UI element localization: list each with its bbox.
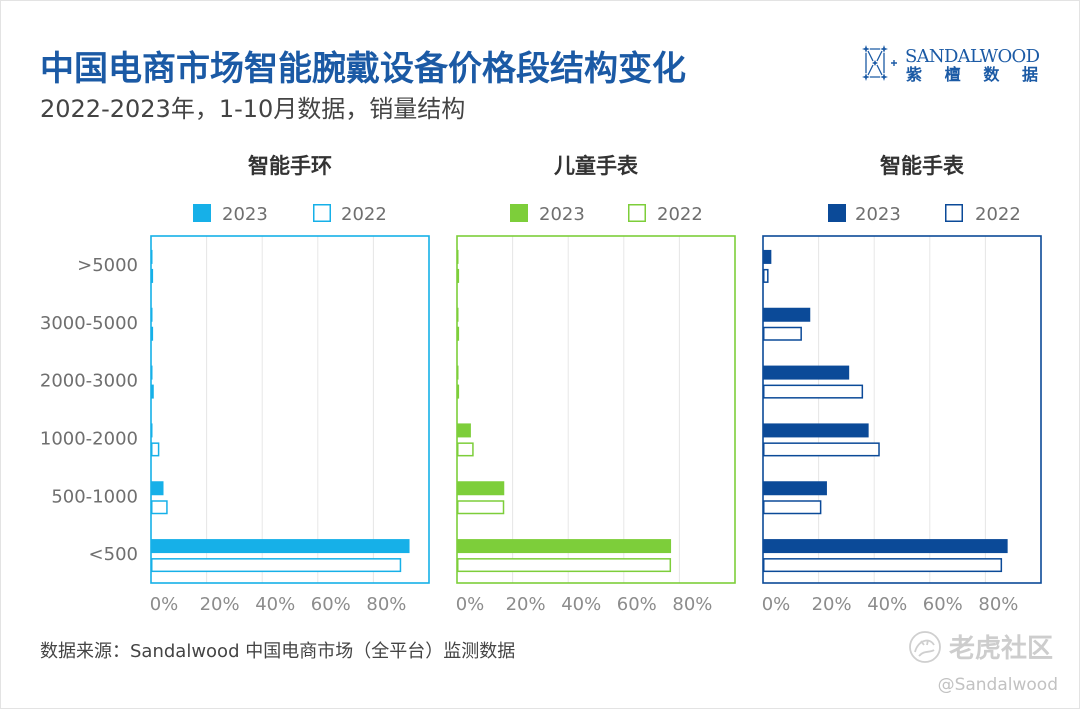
legend-swatch-2023 [510, 204, 528, 222]
bar-2022 [763, 500, 822, 515]
watermark-name: 老虎社区 [949, 633, 1053, 664]
bar-2023 [151, 539, 410, 554]
legend-label-2022: 2022 [341, 204, 387, 225]
bar-2023 [457, 423, 471, 438]
legend-label-2023: 2023 [855, 204, 901, 225]
x-tick-label: 20% [812, 594, 852, 615]
watermark-handle: @Sandalwood [938, 675, 1058, 695]
chart-panels: 智能手环 2023 2022 0% 20% 40% 60% 80% >5000 3000-5000… [40, 154, 1042, 615]
bar-2022 [763, 442, 880, 457]
bar-2022 [151, 326, 154, 341]
bar-2023 [151, 249, 153, 264]
x-tick-label: 60% [923, 594, 963, 615]
category-label: >5000 [77, 255, 138, 276]
category-label: 1000-2000 [40, 428, 138, 449]
legend-label-2023: 2023 [539, 204, 585, 225]
page-title: 中国电商市场智能腕戴设备价格段结构变化 [40, 49, 686, 89]
legend-label-2022: 2022 [657, 204, 703, 225]
x-tick-label: 60% [311, 594, 351, 615]
x-tick-label: 0% [762, 594, 791, 615]
x-tick-label: 80% [366, 594, 406, 615]
bar-2023 [151, 307, 153, 322]
bar-2022 [457, 442, 474, 457]
bar-2022 [457, 326, 460, 341]
x-tick-label: 20% [200, 594, 240, 615]
bar-2022 [763, 268, 769, 283]
chart-panel-1: 智能手环 2023 2022 0% 20% 40% 60% 80% >5000 3000-5000… [40, 154, 430, 615]
bar-2023 [457, 481, 505, 496]
bar-2023 [763, 365, 850, 380]
category-label: 2000-3000 [40, 371, 138, 392]
bar-2023 [457, 307, 459, 322]
panel-title: 智能手环 [248, 154, 332, 178]
brand-name-en: SANDALWOOD [905, 46, 1040, 67]
bar-2022 [457, 268, 460, 283]
bar-2022 [151, 558, 402, 573]
page-subtitle: 2022-2023年，1-10月数据，销量结构 [40, 95, 465, 123]
bar-2023 [151, 481, 164, 496]
bar-2022 [151, 500, 168, 515]
x-tick-label: 80% [672, 594, 712, 615]
bar-2022 [763, 384, 864, 399]
bar-2023 [457, 539, 672, 554]
bar-2023 [763, 249, 772, 264]
x-tick-label: 40% [867, 594, 907, 615]
plot-frame [762, 235, 1042, 584]
category-label: 500-1000 [51, 486, 138, 507]
x-tick-label: 20% [506, 594, 546, 615]
legend-swatch-2022 [945, 204, 963, 222]
bar-2023 [763, 539, 1008, 554]
legend-swatch-2023 [193, 204, 211, 222]
chart-panel-3: 智能手表 2023 2022 0% 20% 40% 60% 80% [762, 154, 1042, 615]
bar-2022 [151, 268, 154, 283]
bar-2023 [151, 365, 153, 380]
bar-2022 [763, 326, 802, 341]
legend-label-2023: 2023 [222, 204, 268, 225]
legend-swatch-2023 [828, 204, 846, 222]
tiger-community-icon [909, 631, 941, 663]
x-tick-label: 60% [617, 594, 657, 615]
bar-2023 [457, 249, 459, 264]
chart-panel-2: 儿童手表 2023 2022 0% 20% 40% 60% 80% [456, 154, 736, 615]
plot-frame [456, 235, 736, 584]
legend-swatch-2022 [313, 204, 331, 222]
panel-title: 智能手表 [880, 154, 965, 178]
plot-frame [150, 235, 430, 584]
legend-swatch-2022 [628, 204, 646, 222]
category-label: <500 [89, 544, 138, 565]
bar-2023 [763, 423, 869, 438]
bar-2022 [151, 442, 160, 457]
x-tick-label: 40% [561, 594, 601, 615]
bar-2023 [763, 307, 811, 322]
sandalwood-network-icon [862, 45, 897, 81]
legend-label-2022: 2022 [975, 204, 1021, 225]
panel-title: 儿童手表 [554, 154, 639, 178]
bar-2023 [151, 423, 153, 438]
watermark: 老虎社区 @Sandalwood [909, 631, 1058, 695]
x-tick-label: 0% [456, 594, 485, 615]
bar-2022 [457, 500, 505, 515]
data-source-note: 数据来源：Sandalwood 中国电商市场（全平台）监测数据 [40, 641, 515, 662]
bar-2022 [151, 384, 154, 399]
x-tick-label: 80% [978, 594, 1018, 615]
x-tick-label: 40% [255, 594, 295, 615]
bar-2023 [457, 365, 459, 380]
bar-2022 [457, 384, 460, 399]
category-label: 3000-5000 [40, 313, 138, 334]
bar-2022 [763, 558, 1003, 573]
bar-2022 [457, 558, 672, 573]
bar-2023 [763, 481, 827, 496]
x-tick-label: 0% [150, 594, 179, 615]
